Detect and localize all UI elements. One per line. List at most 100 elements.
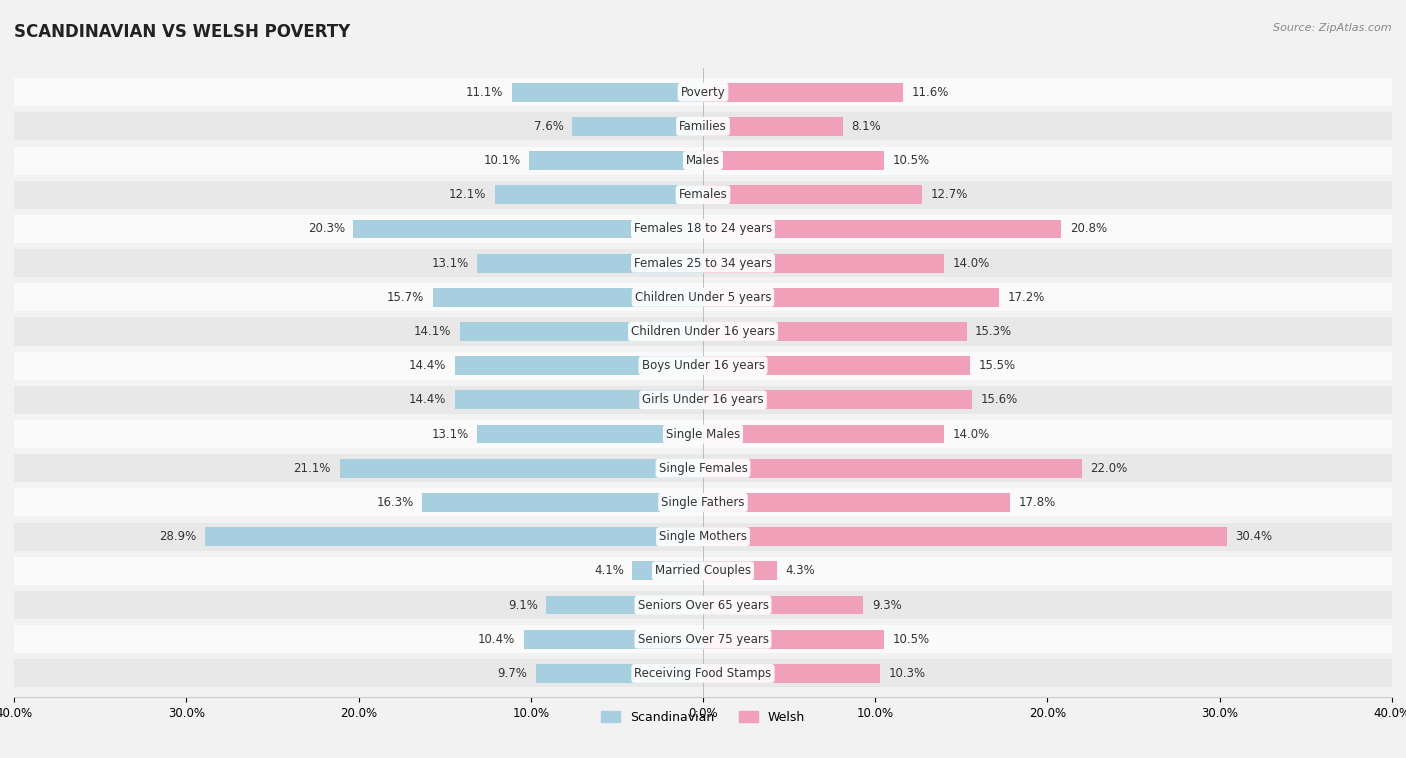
Bar	[14, 522, 1392, 550]
Bar	[14, 352, 1392, 380]
Text: 15.7%: 15.7%	[387, 291, 425, 304]
Bar	[340, 459, 703, 478]
Bar	[572, 117, 703, 136]
Text: Poverty: Poverty	[681, 86, 725, 99]
Bar	[703, 562, 778, 581]
Bar	[703, 254, 945, 273]
Bar	[14, 215, 1392, 243]
Bar	[703, 493, 1010, 512]
Bar	[703, 220, 1062, 238]
Text: 28.9%: 28.9%	[159, 530, 197, 543]
Text: 10.5%: 10.5%	[893, 633, 929, 646]
Bar	[536, 664, 703, 683]
Text: Single Fathers: Single Fathers	[661, 496, 745, 509]
Text: 9.7%: 9.7%	[498, 667, 527, 680]
Text: 22.0%: 22.0%	[1091, 462, 1128, 475]
Bar	[703, 288, 1000, 307]
Text: 13.1%: 13.1%	[432, 428, 468, 440]
Bar	[547, 596, 703, 615]
Text: 13.1%: 13.1%	[432, 257, 468, 270]
Bar	[633, 562, 703, 581]
Bar	[703, 356, 970, 375]
Text: 11.1%: 11.1%	[465, 86, 503, 99]
Text: Single Mothers: Single Mothers	[659, 530, 747, 543]
Text: Females 25 to 34 years: Females 25 to 34 years	[634, 257, 772, 270]
Text: 21.1%: 21.1%	[294, 462, 330, 475]
Text: Females 18 to 24 years: Females 18 to 24 years	[634, 222, 772, 236]
Bar	[433, 288, 703, 307]
Bar	[478, 254, 703, 273]
Text: 10.5%: 10.5%	[893, 154, 929, 167]
Bar	[14, 659, 1392, 688]
Text: 4.3%: 4.3%	[786, 565, 815, 578]
Text: Single Males: Single Males	[666, 428, 740, 440]
Bar	[703, 630, 884, 649]
Text: Seniors Over 75 years: Seniors Over 75 years	[637, 633, 769, 646]
Bar	[703, 117, 842, 136]
Bar	[703, 424, 945, 443]
Bar	[14, 180, 1392, 208]
Bar	[703, 151, 884, 170]
Text: Families: Families	[679, 120, 727, 133]
Bar	[703, 83, 903, 102]
Bar	[703, 528, 1226, 546]
Text: 9.1%: 9.1%	[508, 599, 537, 612]
Bar	[14, 283, 1392, 312]
Text: 12.1%: 12.1%	[449, 188, 486, 201]
Bar	[14, 557, 1392, 585]
Text: 14.0%: 14.0%	[953, 428, 990, 440]
Bar	[703, 664, 880, 683]
Bar	[495, 185, 703, 204]
Text: 14.4%: 14.4%	[409, 393, 446, 406]
Text: 9.3%: 9.3%	[872, 599, 901, 612]
Bar	[14, 420, 1392, 448]
Bar	[460, 322, 703, 341]
Text: Girls Under 16 years: Girls Under 16 years	[643, 393, 763, 406]
Text: Males: Males	[686, 154, 720, 167]
Text: 16.3%: 16.3%	[377, 496, 413, 509]
Text: Seniors Over 65 years: Seniors Over 65 years	[637, 599, 769, 612]
Bar	[14, 78, 1392, 106]
Bar	[14, 318, 1392, 346]
Bar	[14, 249, 1392, 277]
Text: 14.4%: 14.4%	[409, 359, 446, 372]
Text: 17.2%: 17.2%	[1008, 291, 1045, 304]
Text: SCANDINAVIAN VS WELSH POVERTY: SCANDINAVIAN VS WELSH POVERTY	[14, 23, 350, 41]
Text: Boys Under 16 years: Boys Under 16 years	[641, 359, 765, 372]
Bar	[529, 151, 703, 170]
Text: 8.1%: 8.1%	[851, 120, 882, 133]
Text: 10.4%: 10.4%	[478, 633, 515, 646]
Text: Married Couples: Married Couples	[655, 565, 751, 578]
Text: 12.7%: 12.7%	[931, 188, 967, 201]
Legend: Scandinavian, Welsh: Scandinavian, Welsh	[596, 706, 810, 729]
Text: Source: ZipAtlas.com: Source: ZipAtlas.com	[1274, 23, 1392, 33]
Bar	[703, 185, 922, 204]
Bar	[422, 493, 703, 512]
Bar	[703, 459, 1083, 478]
Text: 7.6%: 7.6%	[534, 120, 564, 133]
Bar	[14, 146, 1392, 174]
Bar	[14, 386, 1392, 414]
Bar	[14, 591, 1392, 619]
Bar	[524, 630, 703, 649]
Bar	[478, 424, 703, 443]
Text: 20.3%: 20.3%	[308, 222, 344, 236]
Text: 17.8%: 17.8%	[1018, 496, 1056, 509]
Bar	[703, 390, 972, 409]
Text: Females: Females	[679, 188, 727, 201]
Text: 20.8%: 20.8%	[1070, 222, 1107, 236]
Text: 4.1%: 4.1%	[593, 565, 624, 578]
Bar	[456, 356, 703, 375]
Bar	[14, 454, 1392, 482]
Text: 15.6%: 15.6%	[980, 393, 1018, 406]
Bar	[205, 528, 703, 546]
Text: Children Under 5 years: Children Under 5 years	[634, 291, 772, 304]
Text: 15.5%: 15.5%	[979, 359, 1015, 372]
Text: 15.3%: 15.3%	[976, 325, 1012, 338]
Bar	[14, 625, 1392, 653]
Text: 10.3%: 10.3%	[889, 667, 927, 680]
Text: Single Females: Single Females	[658, 462, 748, 475]
Text: 14.0%: 14.0%	[953, 257, 990, 270]
Bar	[353, 220, 703, 238]
Text: 11.6%: 11.6%	[911, 86, 949, 99]
